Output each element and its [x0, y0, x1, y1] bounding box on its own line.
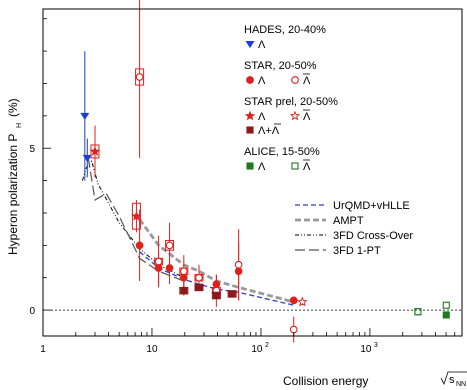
legend-label: Λ: [258, 161, 266, 173]
model-curve-3fd-cross-over: [81, 160, 185, 279]
legend-marker: [291, 162, 299, 170]
legend-label: Λ: [303, 111, 311, 123]
legend-group-title: HADES, 20-40%: [244, 24, 326, 36]
point-star-prel-bar: [297, 296, 308, 307]
data-points: [80, 0, 450, 343]
y-axis-label-sub: H: [16, 123, 23, 128]
point-star-prel-bar: [228, 290, 236, 298]
point-star-bar: [165, 241, 174, 250]
y-axis-label-group: Hyperon polarization P H (%): [6, 98, 23, 255]
plot-frame: [42, 8, 463, 337]
point-hades-: [80, 112, 90, 121]
legend-group-title: STAR prel, 20-50%: [244, 96, 338, 108]
y-axis-label-unit: (%): [6, 98, 20, 117]
point-star-prel-: [131, 210, 142, 221]
legend-marker: [244, 110, 256, 121]
point-star-bar: [154, 257, 163, 266]
point-star-prel-: [89, 146, 101, 156]
point-star-bar: [135, 73, 144, 81]
legend-marker: [246, 126, 254, 134]
x-tick-label: 10: [146, 344, 158, 355]
legend-group-title: ALICE, 15-50%: [244, 146, 320, 158]
point-star-bar: [179, 267, 188, 276]
point-star-: [289, 296, 298, 305]
legend-model-label: 3FD Cross-Over: [333, 230, 413, 242]
legend-label: Λ: [258, 75, 266, 87]
legend-model-label: AMPT: [333, 215, 364, 227]
point-hades-: [82, 154, 92, 163]
y-axis-label: Hyperon polarization P: [6, 134, 20, 255]
legend-label: Λ: [303, 75, 311, 87]
legend-label: Λ: [258, 111, 266, 123]
model-curves: [81, 157, 295, 306]
sqrt-sign: [440, 371, 467, 386]
y-tick-label: 5: [29, 144, 35, 155]
point-alice-: [442, 311, 450, 319]
model-curve-3fd-1-pt: [87, 157, 185, 282]
x-axis-label: Collision energy: [283, 374, 368, 388]
point-star-bar: [289, 325, 298, 334]
legend-label: Λ: [258, 39, 266, 51]
x-tick-exponent: 2: [265, 342, 269, 349]
x-tick-label: 1: [40, 344, 46, 355]
point-alice-bar: [442, 301, 450, 309]
legend: HADES, 20-40% Λ STAR, 20-50% Λ Λ STAR prel, 2…: [244, 24, 413, 257]
point-star-bar: [234, 260, 243, 269]
legend-marker: [246, 76, 254, 84]
legend-marker: [291, 76, 299, 84]
point-alice-bar: [414, 308, 422, 316]
legend-marker: [245, 40, 255, 49]
x-axis-label-s: s: [449, 374, 455, 386]
sys-box: [165, 239, 175, 251]
point-star-prel-bar: [212, 291, 220, 300]
legend-label: Λ: [303, 161, 311, 173]
legend-group-title: STAR, 20-50%: [244, 60, 317, 72]
y-tick-label: 0: [29, 306, 35, 317]
sys-box: [131, 202, 141, 230]
point-star-prel-bar: [195, 283, 203, 291]
point-star-prel-bar: [180, 287, 188, 295]
x-axis-label-sub: NN: [456, 381, 466, 388]
x-tick-label: 10: [360, 344, 372, 355]
legend-label: Λ+Λ: [258, 125, 280, 137]
sys-box: [90, 144, 100, 159]
x-tick-label: 10: [251, 344, 263, 355]
legend-model-label: 3FD 1-PT: [333, 245, 381, 257]
sys-box: [135, 68, 145, 86]
x-tick-exponent: 3: [374, 342, 378, 349]
point-star-: [135, 241, 144, 250]
legend-model-label: UrQMD+vHLLE: [333, 200, 410, 212]
point-star-bar: [195, 273, 203, 282]
legend-marker: [246, 162, 254, 170]
legend-marker: [289, 110, 301, 121]
